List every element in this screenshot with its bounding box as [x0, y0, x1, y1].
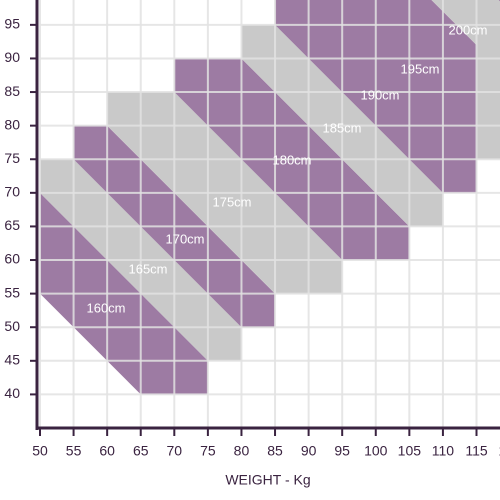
x-tick-label: 115: [465, 443, 488, 459]
y-tick-label: 55: [4, 284, 20, 300]
x-tick-label: 80: [234, 443, 250, 459]
y-tick-label: 85: [4, 83, 20, 99]
y-tick-label: 90: [4, 49, 20, 65]
band-label: 195cm: [400, 61, 439, 76]
band-label: 170cm: [165, 231, 204, 246]
y-tick-label: 95: [4, 16, 20, 32]
band-label: 165cm: [128, 261, 167, 276]
x-tick-label: 120: [498, 443, 500, 459]
band-label: 185cm: [322, 120, 361, 135]
band-label: 200cm: [448, 22, 487, 37]
x-tick-label: 105: [398, 443, 422, 459]
x-tick-label: 100: [364, 443, 388, 459]
y-tick-label: 65: [4, 217, 20, 233]
band-label: 175cm: [212, 194, 251, 209]
x-tick-label: 75: [200, 443, 216, 459]
size-band: [431, 0, 500, 160]
y-tick-label: 45: [4, 352, 20, 368]
x-tick-label: 95: [334, 443, 350, 459]
x-tick-label: 55: [66, 443, 82, 459]
band-label: 190cm: [360, 87, 399, 102]
labels: 160cm 165cm 170cm 175cm 180cm 185cm 190cm195cm…: [86, 22, 487, 315]
band-label: 180cm: [272, 152, 311, 167]
x-tick-label: 50: [32, 443, 48, 459]
x-tick-label: 90: [301, 443, 317, 459]
grid: [39, 0, 500, 428]
x-tick-label: 60: [99, 443, 115, 459]
x-tick-label: 110: [432, 443, 455, 459]
y-tick-label: 70: [4, 184, 20, 200]
x-tick-label: 85: [267, 443, 283, 459]
y-tick-label: 50: [4, 318, 20, 334]
band-label: 160cm: [86, 300, 125, 315]
x-axis-title: WEIGHT - Kg: [225, 472, 310, 488]
x-tick-label: 70: [167, 443, 183, 459]
x-tick-label: 65: [133, 443, 149, 459]
y-tick-label: 75: [4, 150, 20, 166]
y-tick-label: 80: [4, 116, 20, 132]
y-tick-label: 60: [4, 251, 20, 267]
y-tick-label: 40: [4, 385, 20, 401]
